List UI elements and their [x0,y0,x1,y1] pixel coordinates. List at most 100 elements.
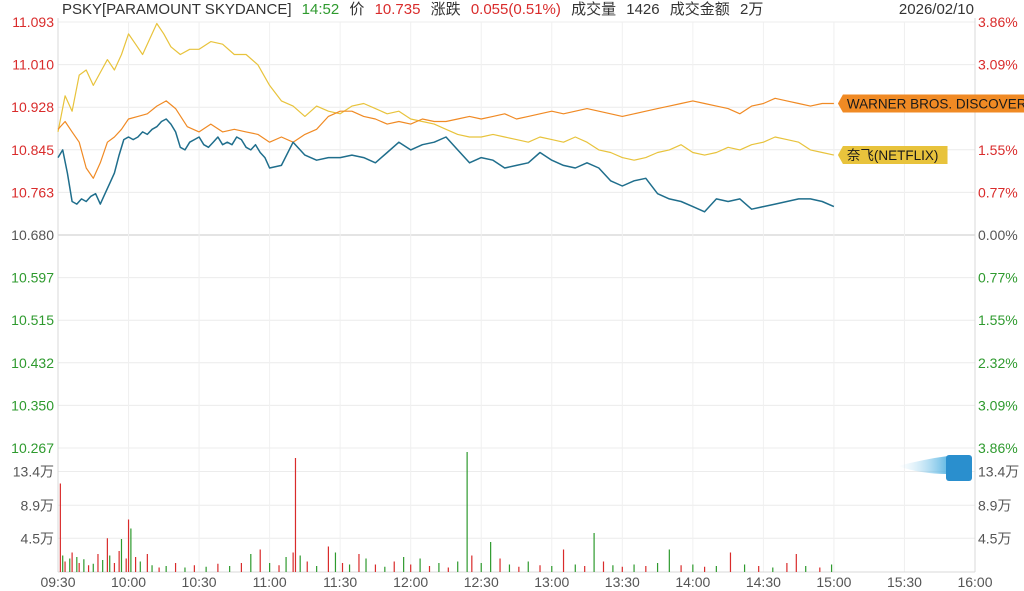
scroll-knob [946,455,972,481]
volume-bar [786,563,788,572]
volume-bar [64,561,66,572]
price-tick-label: 10.267 [11,440,54,456]
volume-bar [184,567,186,572]
price-caption: 价 [349,1,365,18]
volume-bar [419,558,421,572]
volume-bar [562,549,565,572]
volume-bar [78,563,80,572]
volume-bar [633,564,635,572]
volume-bar [120,539,123,572]
volume-bar [438,563,440,572]
volume-bar [92,563,94,572]
volume-bar [480,563,482,572]
price-tick-label: 10.432 [11,355,54,371]
time-tick-label: 12:30 [464,574,499,590]
percent-tick-label: 3.09% [978,57,1018,73]
volume-bar [87,565,90,572]
price-tick-label: 11.010 [12,57,54,73]
volume-bar [334,552,337,572]
time-tick-label: 16:00 [957,574,992,590]
volume-bar [656,563,659,572]
volume-bar [680,565,682,572]
volume-bar [715,566,717,572]
price-tick-label: 10.350 [11,397,54,413]
volume-bar [292,552,294,572]
volume-bar [692,564,694,572]
chart-header: PSKY[PARAMOUNT SKYDANCE] 14:52 价 10.735 … [62,0,769,20]
volume-caption: 成交量 [571,1,617,18]
volume-bar [466,452,468,572]
volume-bar [109,555,111,572]
volume-tick-label: 4.5万 [21,530,54,546]
time-tick-label: 14:30 [746,574,781,590]
volume-tick-label: 4.5万 [978,530,1011,546]
volume-bar [174,563,177,572]
volume-bar [348,564,351,572]
volume-bar [621,566,623,572]
price-tick-label: 10.515 [11,312,54,328]
time-tick-label: 10:30 [182,574,217,590]
legend-tag-bg [837,94,1024,113]
time-label: 14:52 [301,1,340,18]
volume-bar [428,566,431,572]
scroll-sweep [898,456,948,474]
volume-bar [819,567,821,572]
symbol-label: PSKY[PARAMOUNT SKYDANCE] [62,1,292,18]
legend-tag-bg [837,146,948,165]
volume-bar [113,563,116,572]
volume-tick-label: 13.4万 [978,464,1019,480]
volume-bar [457,561,459,572]
date-label: 2026/02/10 [898,1,974,18]
volume-bar [358,554,360,572]
volume-bar [217,563,219,572]
volume-bars [59,452,833,572]
volume-bar [205,566,207,572]
percent-tick-label: 0.77% [978,184,1018,200]
percent-tick-label: 1.55% [978,312,1018,328]
volume-bar [795,554,797,572]
volume-bar [551,566,553,572]
volume-bar [278,565,280,572]
time-tick-label: 13:00 [534,574,569,590]
volume-bar [134,557,137,572]
volume-bar [139,561,141,572]
volume-bar [539,565,541,572]
volume-bar [327,546,329,572]
series-line [57,118,835,213]
volume-bar [306,561,308,572]
time-tick-label: 15:30 [887,574,922,590]
volume-bar [125,558,127,572]
volume-bar [294,458,297,572]
volume-bar [830,564,833,572]
volume-bar [158,567,160,572]
time-tick-label: 15:00 [816,574,851,590]
volume-bar [69,558,71,572]
volume-bar [499,558,501,572]
volume-bar [384,566,386,572]
percent-tick-label: 0.77% [978,270,1018,286]
volume-bar [299,555,301,572]
axis-labels: 11.093 3.86% 11.010 3.09% 10.928 2.32% 10.845 1… [11,14,1019,590]
volume-bar [259,549,261,572]
volume-bar [62,555,64,572]
change-value: 0.055(0.51%) [470,1,561,18]
volume-bar [704,566,706,572]
volume-bar [447,567,449,572]
volume-bar [758,566,760,572]
percent-tick-label: 2.32% [978,355,1018,371]
volume-bar [193,565,195,572]
time-tick-label: 14:00 [675,574,710,590]
volume-bar [518,566,520,572]
time-tick-label: 12:00 [393,574,428,590]
volume-bar [602,561,605,572]
price-tick-label: 10.763 [11,184,54,200]
volume-bar [106,538,108,572]
legend-tag-label: 奈飞(NETFLIX) [847,148,939,163]
time-tick-label: 11:00 [253,574,287,590]
percent-tick-label: 0.00% [978,227,1018,243]
percent-tick-label: 3.86% [978,14,1018,30]
amount-value: 2万 [739,1,764,18]
volume-bar [316,566,318,572]
scroll-handle[interactable] [898,455,972,481]
